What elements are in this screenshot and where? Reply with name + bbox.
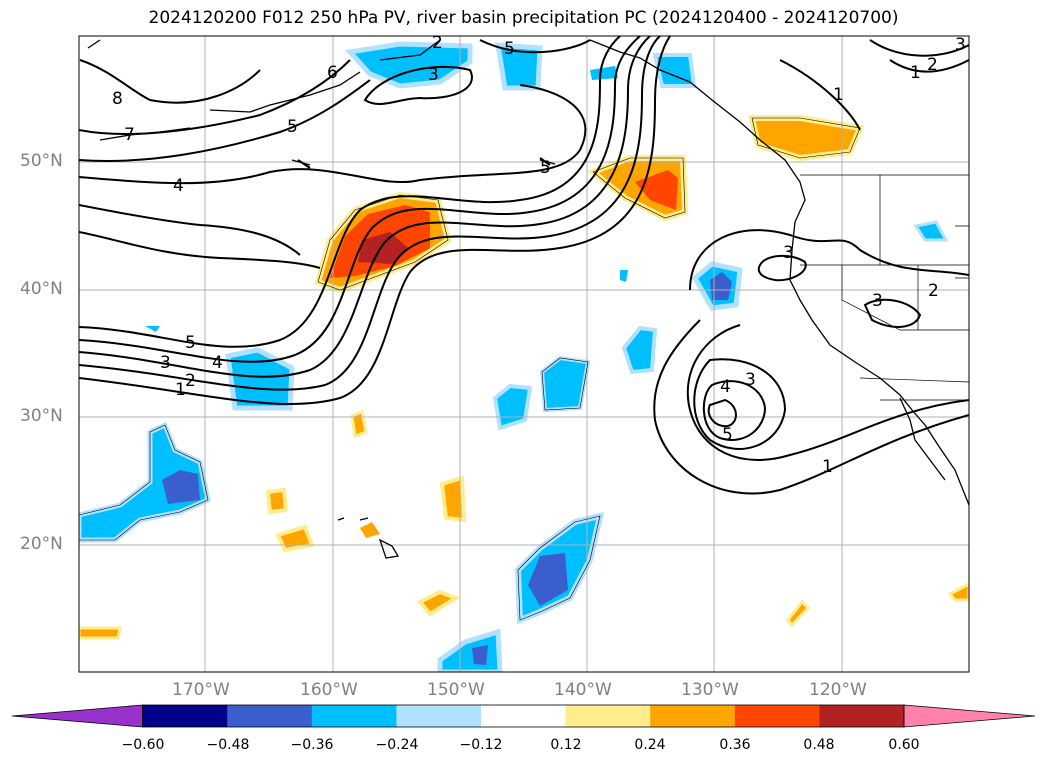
colorbar-arrow-low: [11, 704, 144, 728]
colorbar-swatch: [396, 705, 482, 727]
lat-label-20n: 20°N: [20, 534, 63, 554]
contour-label: 6: [327, 63, 338, 83]
contour-label: 3: [745, 370, 756, 390]
colorbar: [11, 704, 1036, 728]
contour-label: 3: [783, 243, 794, 263]
contour-label: 3: [872, 291, 883, 311]
gridlines: [79, 36, 969, 672]
lon-label-160w: 160°W: [300, 680, 358, 700]
contour-label: 3: [955, 35, 966, 55]
lon-label-170w: 170°W: [172, 680, 230, 700]
colorbar-tick-label: 0.24: [634, 737, 666, 753]
colorbar-swatch: [565, 705, 651, 727]
colorbar-tick-label: −0.12: [459, 737, 503, 753]
contour-label: 1: [910, 63, 921, 83]
colorbar-tick-label: −0.48: [206, 737, 250, 753]
lon-label-120w: 120°W: [809, 680, 867, 700]
contour-label: 3: [160, 353, 171, 373]
contour-label: 5: [185, 333, 196, 353]
lat-label-30n: 30°N: [20, 406, 63, 426]
colorbar-swatch: [481, 705, 567, 727]
contour-label: 5: [287, 117, 298, 137]
colorbar-swatch: [650, 705, 736, 727]
colorbar-arrow-high: [903, 704, 1036, 728]
precip-shading: [79, 41, 969, 672]
lat-label-40n: 40°N: [20, 279, 63, 299]
colorbar-tick-label: 0.48: [803, 737, 835, 753]
colorbar-swatch: [227, 705, 313, 727]
contour-label: 5: [722, 425, 733, 445]
contour-label: 1: [175, 380, 186, 400]
contour-label: 3: [428, 65, 439, 85]
colorbar-tick-label: −0.24: [375, 737, 419, 753]
colorbar-tick-label: 0.60: [888, 737, 920, 753]
lon-label-130w: 130°W: [681, 680, 739, 700]
colorbar-swatch: [142, 705, 228, 727]
colorbar-tick-label: 0.12: [550, 737, 582, 753]
map-title: 2024120200 F012 250 hPa PV, river basin …: [148, 8, 899, 28]
colorbar-swatch: [819, 705, 905, 727]
colorbar-frame: [142, 704, 905, 728]
lon-label-140w: 140°W: [554, 680, 612, 700]
colorbar-tick-label: −0.36: [290, 737, 334, 753]
colorbar-swatch: [734, 705, 820, 727]
lat-label-50n: 50°N: [20, 151, 63, 171]
pv-contours: [79, 36, 969, 495]
contour-label: 1: [822, 457, 833, 477]
contour-label: 2: [432, 33, 443, 53]
contour-label: 7: [124, 125, 135, 145]
lon-label-150w: 150°W: [427, 680, 485, 700]
contour-label: 5: [504, 39, 515, 59]
colorbar-tick-label: 0.36: [719, 737, 751, 753]
contour-label: 4: [173, 176, 184, 196]
contour-label: 2: [185, 371, 196, 391]
contour-label: 2: [928, 281, 939, 301]
contour-label: 4: [720, 377, 731, 397]
contour-label: 2: [927, 55, 938, 75]
colorbar-swatch: [311, 705, 397, 727]
map-frame: [78, 35, 970, 673]
contour-label: 5: [540, 158, 551, 178]
colorbar-tick-label: −0.60: [121, 737, 165, 753]
contour-label: 1: [833, 85, 844, 105]
contour-label: 4: [212, 353, 223, 373]
contour-label: 8: [112, 89, 123, 109]
